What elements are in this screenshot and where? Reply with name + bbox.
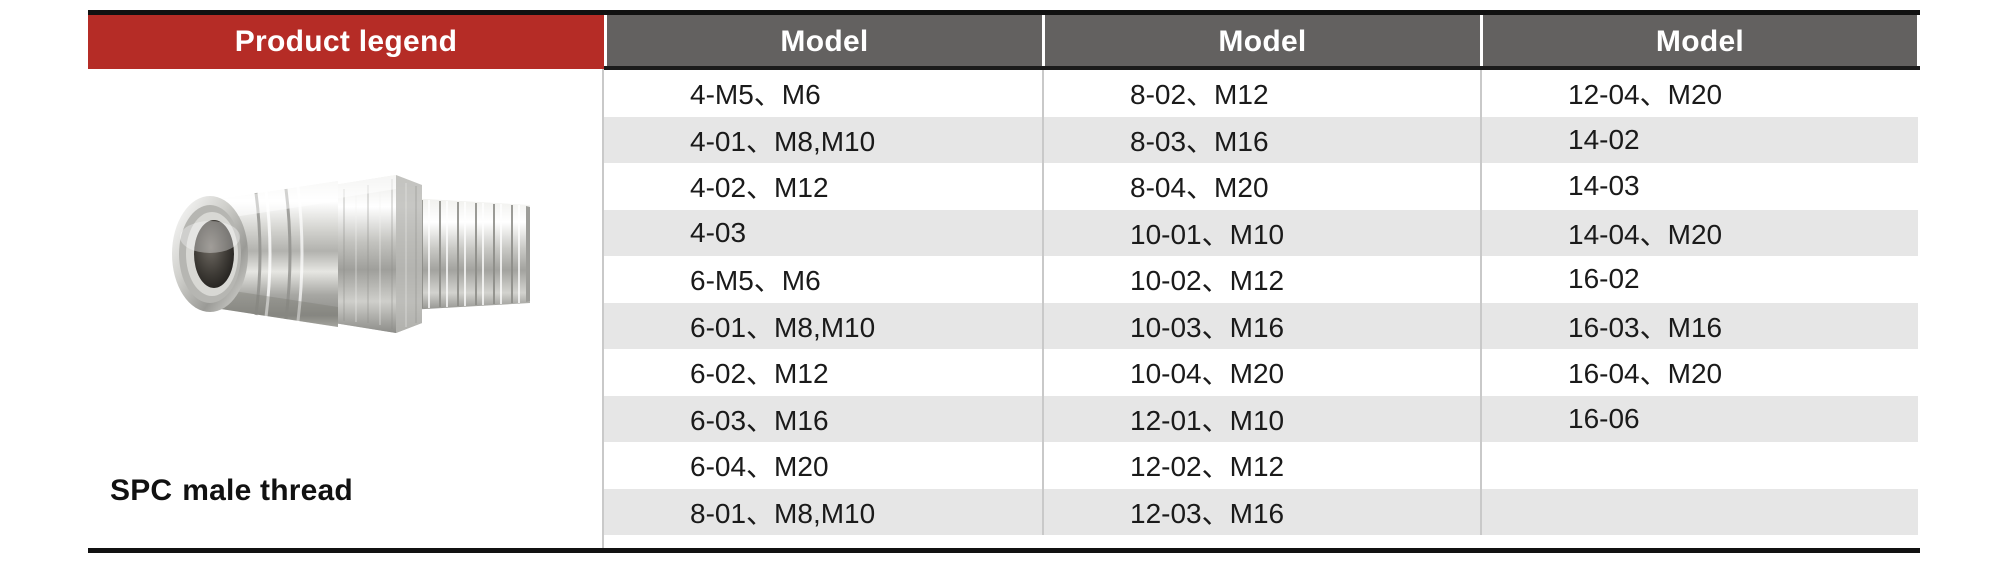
header-label-model-3: Model: [1655, 25, 1745, 58]
model-column-2: 8-02、M12 8-03、M16 8-04、M20 10-01、M10 10-…: [1042, 70, 1480, 535]
table-row: [1482, 488, 1918, 535]
table-row: 10-01、M10: [1044, 209, 1480, 256]
table-row: 10-04、M20: [1130, 358, 1285, 390]
table-row: 14-03: [1568, 170, 1640, 202]
table-row: 4-M5、M6: [690, 79, 821, 111]
header-label-model-2: Model: [1218, 25, 1307, 58]
table-row: 4-03: [604, 209, 1042, 256]
table-row: 16-06: [1482, 395, 1918, 442]
header-cell-model-2: Model: [1042, 15, 1480, 69]
table-bottom-rule: [88, 548, 1920, 553]
table-row: 12-02、M12: [1130, 451, 1285, 483]
table-row: 14-02: [1482, 116, 1918, 163]
table-row: 16-03、M16: [1482, 302, 1918, 349]
table-row: 4-02、M12: [690, 172, 829, 204]
table-header-row: Product legend Model Model Model: [88, 15, 1920, 69]
table-row: 6-02、M12: [690, 358, 829, 390]
legend-caption-text: male thread: [182, 474, 353, 507]
table-row: 10-03、M16: [1044, 302, 1480, 349]
legend-caption-brand: SPC: [110, 474, 173, 507]
table-row: 8-03、M16: [1044, 116, 1480, 163]
header-underline: [604, 66, 1920, 70]
header-label-product-legend: Product legend: [234, 25, 458, 58]
legend-caption: SPC male thread: [110, 474, 580, 508]
table-row: 8-04、M20: [1130, 172, 1269, 204]
table-row: 16-04、M20: [1568, 358, 1723, 390]
table-row: 12-04、M20: [1568, 79, 1723, 111]
table-row: 14-04、M20: [1482, 209, 1918, 256]
table-row: 8-01、M8,M10: [604, 488, 1042, 535]
table-row: 6-04、M20: [690, 451, 829, 483]
header-cell-model-3: Model: [1480, 15, 1917, 69]
model-column-1: 4-M5、M6 4-01、M8,M10 4-02、M12 4-03 6-M5、M…: [604, 70, 1042, 535]
table-row: 8-02、M12: [1130, 79, 1269, 111]
header-cell-product-legend: Product legend: [88, 15, 604, 69]
table-row: 12-03、M16: [1044, 488, 1480, 535]
table-row: 6-M5、M6: [690, 265, 821, 297]
header-label-model-1: Model: [780, 25, 869, 58]
table-row: 6-03、M16: [604, 395, 1042, 442]
table-row: [1482, 442, 1918, 489]
product-legend-cell: SPC male thread: [88, 69, 604, 548]
table-row: 12-01、M10: [1044, 395, 1480, 442]
table-row: 4-01、M8,M10: [604, 116, 1042, 163]
header-cell-model-1: Model: [604, 15, 1042, 69]
table-row: 6-01、M8,M10: [604, 302, 1042, 349]
model-column-3: 12-04、M20 14-02 14-03 14-04、M20 16-02 16…: [1480, 70, 1918, 535]
table-row: 10-02、M12: [1130, 265, 1285, 297]
model-columns: 4-M5、M6 4-01、M8,M10 4-02、M12 4-03 6-M5、M…: [604, 70, 1920, 535]
table-top-rule: [88, 10, 1920, 15]
product-photo-male-thread-fitting: [172, 175, 530, 333]
table-row: 16-02: [1568, 263, 1640, 295]
